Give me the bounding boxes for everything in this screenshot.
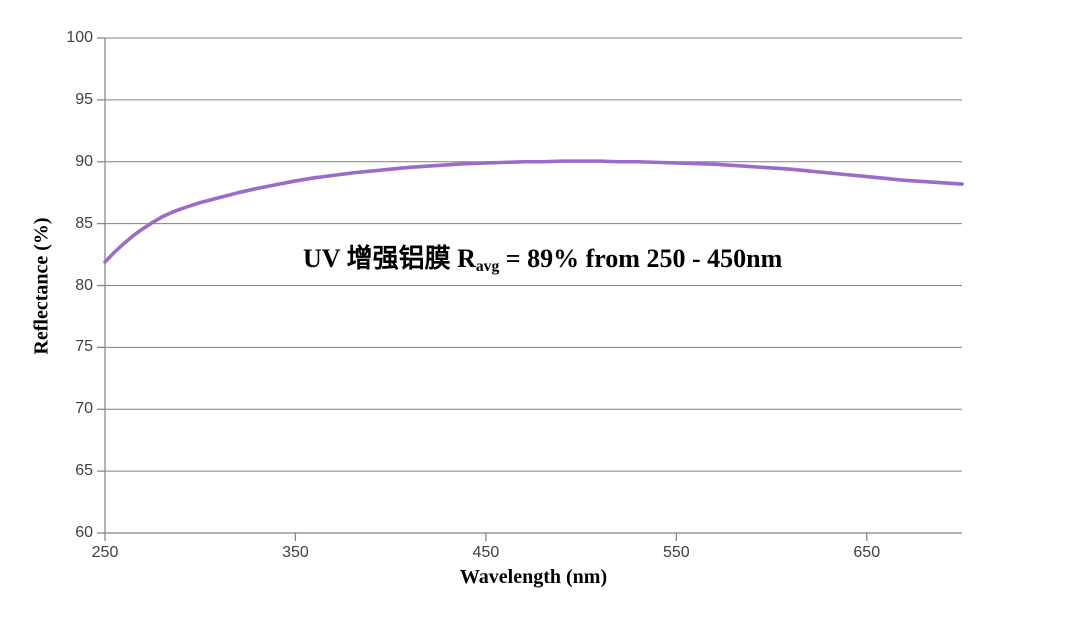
y-tick-label-70: 70 (75, 400, 93, 418)
y-tick-label-65: 65 (75, 462, 93, 480)
y-tick-label-100: 100 (66, 29, 93, 46)
x-tick-label-350: 350 (282, 544, 309, 561)
reflectance-curve (103, 159, 964, 264)
x-tick-label-550: 550 (662, 544, 690, 561)
y-tick-label-60: 60 (75, 524, 93, 541)
x-tick-label-250: 250 (91, 544, 119, 561)
y-tick-label-90: 90 (75, 152, 93, 170)
annotation-prefix: UV 增强铝膜 R (303, 244, 476, 273)
chart-annotation: UV 增强铝膜 Ravg = 89% from 250 - 450nm (303, 238, 782, 275)
annotation-suffix: = 89% from 250 - 450nm (499, 244, 783, 273)
x-tick-label-650: 650 (853, 544, 881, 561)
x-tick-label-450: 450 (472, 544, 500, 561)
y-tick-label-80: 80 (75, 276, 93, 294)
y-tick-label-95: 95 (75, 90, 93, 108)
x-axis-title: Wavelength (nm) (459, 566, 608, 588)
y-tick-label-75: 75 (75, 338, 93, 356)
y-tick-label-85: 85 (75, 214, 93, 232)
annotation-subscript: avg (475, 258, 500, 276)
